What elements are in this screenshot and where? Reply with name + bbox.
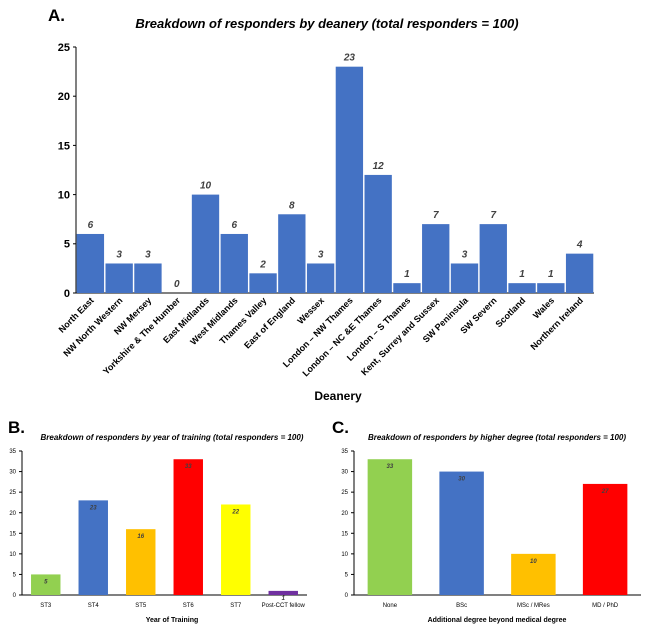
bar-value-label: 3 <box>116 249 122 260</box>
bar-value-label: 10 <box>200 181 212 192</box>
bar <box>134 263 162 293</box>
bar <box>221 504 251 595</box>
bar-value-label: 0 <box>174 279 180 290</box>
y-tick-label: 15 <box>341 531 348 537</box>
bar-value-label: 6 <box>231 220 237 231</box>
y-tick-label: 10 <box>341 552 348 558</box>
y-tick-label: 25 <box>341 490 348 496</box>
bar-value-label: 22 <box>231 509 239 515</box>
y-tick-label: 10 <box>58 189 70 201</box>
chart-title: Breakdown of responders by higher degree… <box>368 433 626 442</box>
y-tick-label: 5 <box>13 573 17 579</box>
x-tick-label: ST3 <box>40 603 52 609</box>
x-tick-label: None <box>383 603 398 609</box>
bar <box>278 214 306 293</box>
x-tick-label: BSc <box>456 603 467 609</box>
bar <box>220 233 248 293</box>
x-tick-label: Post-CCT fellow <box>262 603 306 609</box>
bar-value-label: 16 <box>137 534 144 540</box>
bar <box>537 283 565 293</box>
y-tick-label: 5 <box>345 573 349 579</box>
bar <box>173 459 203 595</box>
y-tick-label: 35 <box>9 449 16 455</box>
x-tick-label: ST6 <box>183 603 195 609</box>
x-tick-label: MD / PhD <box>592 603 619 609</box>
bar-value-label: 1 <box>548 269 554 280</box>
x-axis-title: Deanery <box>314 389 362 403</box>
bar-value-label: 3 <box>318 249 324 260</box>
y-tick-label: 20 <box>58 91 70 103</box>
bar-value-label: 1 <box>519 269 525 280</box>
y-tick-label: 30 <box>9 470 16 476</box>
x-tick-label: ST5 <box>135 603 147 609</box>
x-tick-label: ST7 <box>230 603 242 609</box>
x-axis-title: Year of Training <box>146 617 199 624</box>
bar <box>191 194 220 293</box>
panel-label-a: A. <box>48 6 65 25</box>
bar <box>582 483 628 595</box>
y-tick-label: 15 <box>58 140 70 152</box>
y-tick-label: 10 <box>9 552 16 558</box>
bar <box>78 500 108 595</box>
y-tick-label: 20 <box>341 511 348 517</box>
bar-value-label: 7 <box>433 210 439 221</box>
bar <box>479 224 507 293</box>
bar-value-label: 1 <box>282 596 286 602</box>
panel-label-b: B. <box>8 418 25 437</box>
bar <box>364 174 392 293</box>
y-tick-label: 25 <box>9 490 16 496</box>
bar <box>508 283 536 293</box>
y-tick-label: 20 <box>9 511 16 517</box>
y-tick-label: 35 <box>341 449 348 455</box>
bar <box>335 66 364 294</box>
bar-value-label: 3 <box>145 249 151 260</box>
bar-value-label: 33 <box>387 464 394 470</box>
y-tick-label: 15 <box>9 531 16 537</box>
y-tick-label: 0 <box>64 288 70 300</box>
bar <box>105 263 133 293</box>
bar <box>393 283 421 293</box>
bar-value-label: 33 <box>185 464 192 470</box>
bar-value-label: 30 <box>458 477 465 483</box>
bar-value-label: 8 <box>289 200 295 211</box>
bar-value-label: 7 <box>490 210 496 221</box>
y-tick-label: 0 <box>13 593 17 599</box>
bar <box>31 574 61 595</box>
y-tick-label: 25 <box>58 42 70 54</box>
bar <box>422 224 450 293</box>
bar <box>76 233 105 293</box>
x-tick-label: ST4 <box>88 603 100 609</box>
chart-title: Breakdown of responders by deanery (tota… <box>135 16 518 31</box>
bar-value-label: 4 <box>576 240 583 251</box>
bar-value-label: 1 <box>404 269 410 280</box>
bar <box>249 273 277 293</box>
bar-value-label: 23 <box>343 53 356 64</box>
bar-value-label: 12 <box>373 161 385 172</box>
bar-value-label: 10 <box>530 559 537 565</box>
y-tick-label: 30 <box>341 470 348 476</box>
bar-value-label: 23 <box>89 505 97 511</box>
bar <box>126 529 156 595</box>
bar <box>450 263 479 293</box>
bar <box>306 263 335 293</box>
bar-value-label: 27 <box>601 489 609 495</box>
x-tick-label: MSc / MRes <box>517 603 550 609</box>
bar-value-label: 5 <box>44 579 48 585</box>
bar-value-label: 2 <box>259 259 266 270</box>
bar <box>439 471 484 595</box>
bar <box>565 253 594 293</box>
x-axis-title: Additional degree beyond medical degree <box>428 617 567 624</box>
bar <box>268 590 298 595</box>
bar-value-label: 3 <box>462 249 468 260</box>
bar <box>367 459 413 595</box>
bar-value-label: 6 <box>88 220 94 231</box>
y-tick-label: 0 <box>345 593 349 599</box>
y-tick-label: 5 <box>64 239 70 251</box>
chart-title: Breakdown of responders by year of train… <box>41 433 304 442</box>
panel-label-c: C. <box>332 418 349 437</box>
bar <box>511 553 556 595</box>
